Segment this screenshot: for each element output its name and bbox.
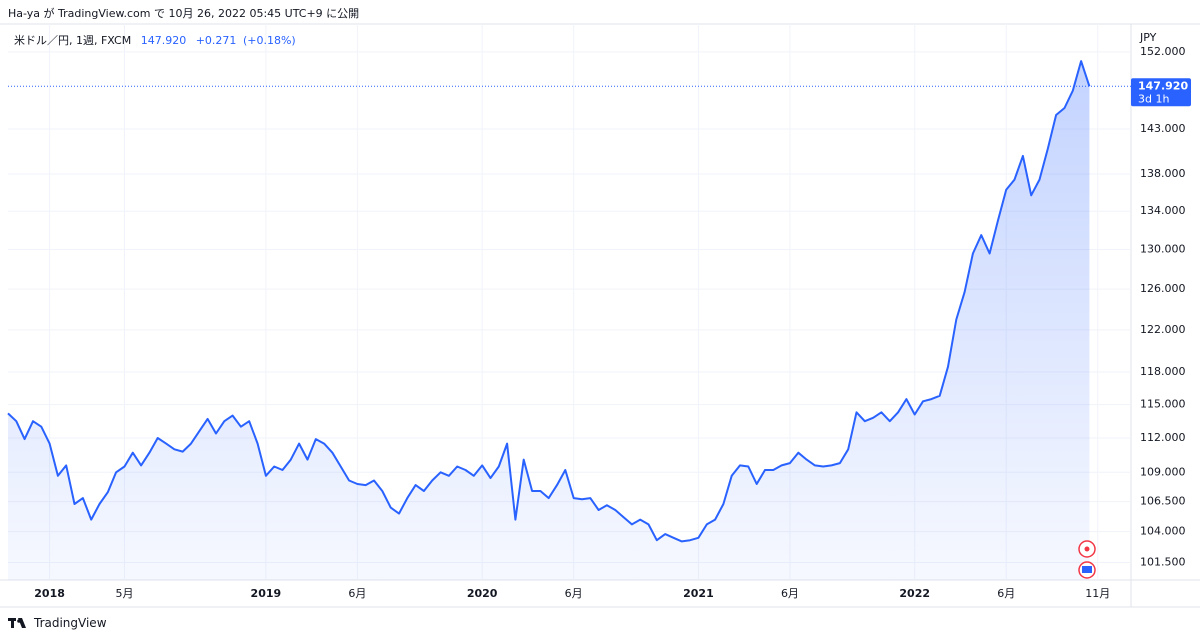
y-tick-label: 134.000 [1140, 204, 1186, 217]
x-tick-label: 2022 [899, 587, 930, 600]
publish-info: Ha-ya が TradingView.com で 10月 26, 2022 0… [8, 7, 360, 20]
price-line [7, 60, 1091, 543]
change-pct: (+0.18%) [242, 34, 296, 47]
event-icons [1078, 540, 1096, 579]
logo [8, 618, 26, 628]
x-tick-label: 6月 [997, 587, 1015, 600]
x-tick-label: 2019 [251, 587, 282, 600]
x-tick-label: 6月 [565, 587, 583, 600]
y-tick-label: 130.000 [1140, 243, 1186, 256]
y-tick-label: 122.000 [1140, 323, 1186, 336]
brand: TradingView [34, 616, 107, 630]
y-tick-label: 138.000 [1140, 167, 1186, 180]
x-tick-label: 11月 [1085, 587, 1110, 600]
y-tick-label: 101.500 [1140, 555, 1186, 568]
y-tick-label: 115.000 [1140, 398, 1186, 411]
y-tick-label: 104.000 [1140, 525, 1186, 538]
y-tick-label: 109.000 [1140, 465, 1186, 478]
x-tick-label: 2020 [467, 587, 498, 600]
change: +0.271 [195, 34, 237, 47]
y-axis-label: JPY [1139, 31, 1157, 44]
countdown-label: 3d 1h [1138, 92, 1169, 105]
y-tick-label: 143.000 [1140, 122, 1186, 135]
last-price: 147.920 [140, 34, 187, 47]
symbol: 米ドル／円, 1週, FXCM [14, 34, 132, 47]
y-tick-label: 112.000 [1140, 431, 1186, 444]
y-tick-label: 118.000 [1140, 365, 1186, 378]
last-price-box [1131, 78, 1191, 107]
area [8, 61, 1090, 581]
legend: 米ドル／円, 1週, FXCM 147.920 +0.271 (+0.18%) [14, 32, 296, 48]
footer: TradingView [8, 616, 107, 630]
x-tick-label: 6月 [348, 587, 366, 600]
x-tick-label: 6月 [781, 587, 799, 600]
y-tick-label: 106.500 [1140, 495, 1186, 508]
y-tick-label: 152.000 [1140, 45, 1186, 58]
x-tick-label: 2018 [34, 587, 65, 600]
last-price-label: 147.920 [1138, 79, 1188, 92]
x-tick-label: 2021 [683, 587, 714, 600]
x-tick-label: 5月 [115, 587, 133, 600]
y-tick-label: 126.000 [1140, 282, 1186, 295]
